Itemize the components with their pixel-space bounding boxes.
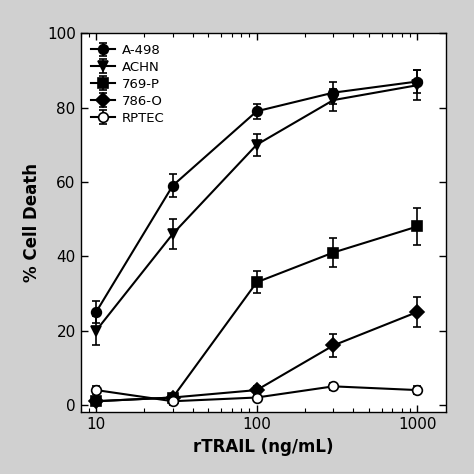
Y-axis label: % Cell Death: % Cell Death — [23, 163, 41, 283]
X-axis label: rTRAIL (ng/mL): rTRAIL (ng/mL) — [193, 438, 333, 456]
Legend: A-498, ACHN, 769-P, 786-O, RPTEC: A-498, ACHN, 769-P, 786-O, RPTEC — [87, 40, 168, 128]
